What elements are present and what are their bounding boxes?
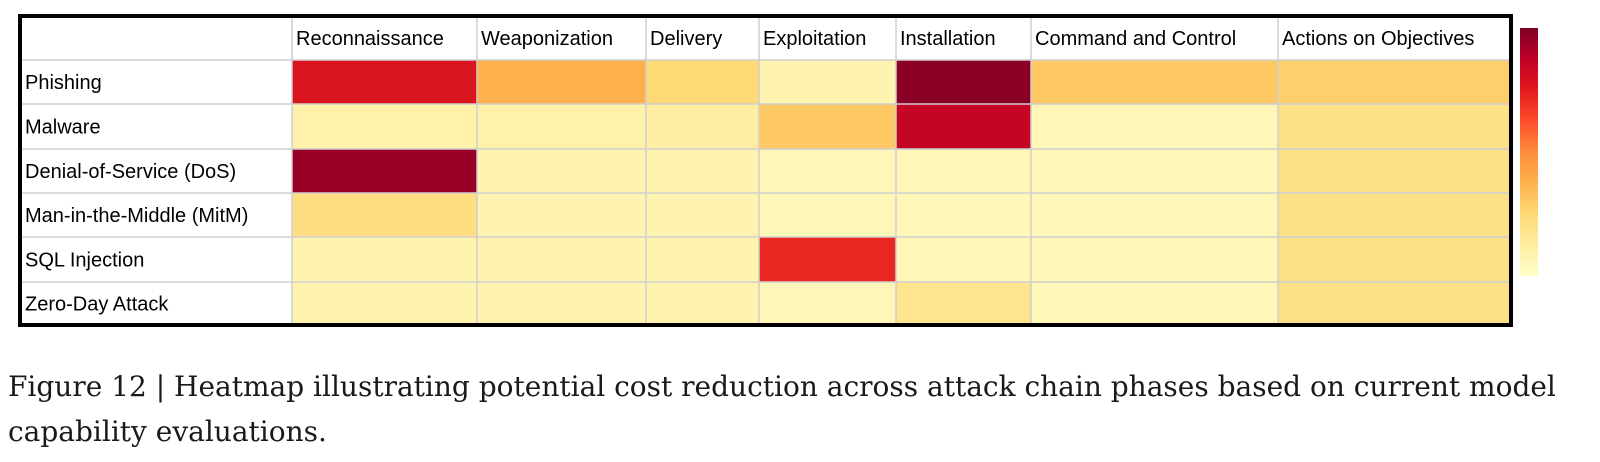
column-header-weaponization: Weaponization bbox=[481, 28, 613, 50]
row-label-malware: Malware bbox=[25, 117, 101, 139]
figure-caption: Figure 12 | Heatmap illustrating potenti… bbox=[8, 370, 1556, 448]
column-header-installation: Installation bbox=[900, 28, 996, 50]
heatmap-cell-sql-injection-reconnaissance bbox=[292, 237, 477, 282]
heatmap-cell-denial-of-service-dos-installation bbox=[896, 149, 1031, 193]
heatmap-cell-sql-injection-exploitation bbox=[759, 237, 896, 282]
heatmap-cell-denial-of-service-dos-exploitation bbox=[759, 149, 896, 193]
heatmap-cell-zero-day-attack-delivery bbox=[646, 282, 759, 325]
header-row-background bbox=[20, 16, 1511, 60]
row-label-zero-day-attack: Zero-Day Attack bbox=[25, 294, 169, 316]
heatmap-cell-phishing-exploitation bbox=[759, 60, 896, 104]
heatmap-cell-malware-installation bbox=[896, 104, 1031, 149]
column-header-group: Reconnaissance Weaponization Delivery Explo… bbox=[20, 16, 1511, 60]
heatmap-cell-sql-injection-installation bbox=[896, 237, 1031, 282]
row-label-phishing: Phishing bbox=[25, 72, 102, 94]
row-label-denial-of-service-dos: Denial-of-Service (DoS) bbox=[25, 161, 236, 183]
row-label-background bbox=[20, 237, 292, 282]
heatmap-cell-malware-reconnaissance bbox=[292, 104, 477, 149]
heatmap-cell-phishing-reconnaissance bbox=[292, 60, 477, 104]
heatmap-cell-man-in-the-middle-mitm-weaponization bbox=[477, 193, 646, 237]
heatmap-cell-malware-exploitation bbox=[759, 104, 896, 149]
heatmap-cell-malware-actions-on-objectives bbox=[1278, 104, 1511, 149]
heatmap-cell-malware-delivery bbox=[646, 104, 759, 149]
row-label-group: Phishing Malware Denial-of-Service (DoS) Ma… bbox=[20, 60, 292, 325]
row-label-background bbox=[20, 149, 292, 193]
row-label-background bbox=[20, 60, 292, 104]
heatmap-cell-phishing-installation bbox=[896, 60, 1031, 104]
column-header-reconnaissance: Reconnaissance bbox=[296, 28, 444, 50]
heatmap-cell-denial-of-service-dos-actions-on-objectives bbox=[1278, 149, 1511, 193]
heatmap-cell-phishing-command-and-control bbox=[1031, 60, 1278, 104]
heatmap-cell-denial-of-service-dos-command-and-control bbox=[1031, 149, 1278, 193]
heatmap-cell-man-in-the-middle-mitm-delivery bbox=[646, 193, 759, 237]
heatmap-cell-man-in-the-middle-mitm-exploitation bbox=[759, 193, 896, 237]
heatmap-cell-zero-day-attack-weaponization bbox=[477, 282, 646, 325]
heatmap-cell-zero-day-attack-actions-on-objectives bbox=[1278, 282, 1511, 325]
heatmap-cell-man-in-the-middle-mitm-reconnaissance bbox=[292, 193, 477, 237]
heatmap-cell-denial-of-service-dos-delivery bbox=[646, 149, 759, 193]
heatmap-cells bbox=[292, 60, 1511, 325]
heatmap-cell-phishing-delivery bbox=[646, 60, 759, 104]
heatmap-cell-denial-of-service-dos-reconnaissance bbox=[292, 149, 477, 193]
row-label-man-in-the-middle-mitm: Man-in-the-Middle (MitM) bbox=[25, 205, 248, 227]
heatmap-cell-sql-injection-command-and-control bbox=[1031, 237, 1278, 282]
row-label-background bbox=[20, 282, 292, 325]
heatmap-chart: Reconnaissance Weaponization Delivery Explo… bbox=[18, 14, 1538, 327]
row-label-background bbox=[20, 193, 292, 237]
heatmap-cell-zero-day-attack-command-and-control bbox=[1031, 282, 1278, 325]
heatmap-cell-malware-command-and-control bbox=[1031, 104, 1278, 149]
heatmap-cell-zero-day-attack-reconnaissance bbox=[292, 282, 477, 325]
heatmap-cell-man-in-the-middle-mitm-actions-on-objectives bbox=[1278, 193, 1511, 237]
heatmap-cell-phishing-actions-on-objectives bbox=[1278, 60, 1511, 104]
colorbar bbox=[1520, 28, 1538, 276]
column-header-delivery: Delivery bbox=[650, 28, 722, 50]
heatmap-cell-man-in-the-middle-mitm-installation bbox=[896, 193, 1031, 237]
heatmap-cell-phishing-weaponization bbox=[477, 60, 646, 104]
heatmap-cell-zero-day-attack-exploitation bbox=[759, 282, 896, 325]
column-header-exploitation: Exploitation bbox=[763, 28, 866, 50]
table-outer-border bbox=[18, 14, 1513, 327]
column-header-actions-on-objectives: Actions on Objectives bbox=[1282, 28, 1474, 50]
heatmap-cell-zero-day-attack-installation bbox=[896, 282, 1031, 325]
heatmap-cell-sql-injection-weaponization bbox=[477, 237, 646, 282]
heatmap-cell-man-in-the-middle-mitm-command-and-control bbox=[1031, 193, 1278, 237]
heatmap-cell-sql-injection-delivery bbox=[646, 237, 759, 282]
column-header-command-and-control: Command and Control bbox=[1035, 28, 1236, 50]
heatmap-cell-malware-weaponization bbox=[477, 104, 646, 149]
row-label-background bbox=[20, 104, 292, 149]
row-label-sql-injection: SQL Injection bbox=[25, 250, 144, 272]
heatmap-cell-denial-of-service-dos-weaponization bbox=[477, 149, 646, 193]
heatmap-cell-sql-injection-actions-on-objectives bbox=[1278, 237, 1511, 282]
table-frame bbox=[18, 14, 1513, 327]
